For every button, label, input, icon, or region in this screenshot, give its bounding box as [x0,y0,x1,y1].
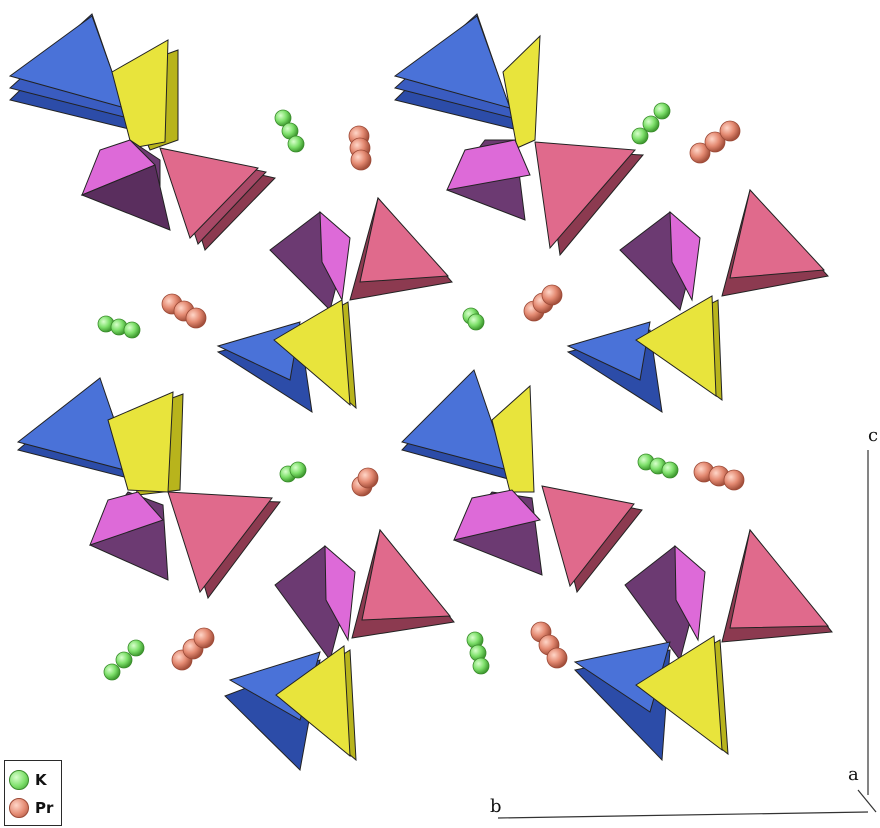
pr-atom [689,142,711,164]
k-atom-icon [9,770,29,790]
pr-atom [193,627,215,649]
pr-atom-icon [9,798,29,818]
pink-tetrahedron [541,485,635,588]
magenta-octahedron [453,489,541,541]
pr-atom [719,120,741,142]
magenta-octahedron [674,544,706,642]
k-atom [103,663,121,681]
yellow-tetrahedron [502,34,541,149]
yellow-tetrahedron [111,39,169,149]
k-atom [127,639,145,657]
blue-tetrahedron [401,369,509,471]
k-atom [287,135,305,153]
axis-a-label: a [848,764,859,785]
polyhedra-cluster-bottom-right [573,528,833,762]
polyhedra-cluster-mid-right [566,188,829,414]
k-atom [661,461,679,479]
legend-item-pr: Pr [9,795,53,821]
pr-atom [185,307,207,329]
k-atom [467,313,485,331]
magenta-octahedron [669,210,701,302]
polyhedra-cluster-top-right [393,13,645,257]
yellow-tetrahedron [635,295,717,397]
axis-a-line [857,789,877,813]
yellow-tetrahedron [275,645,351,758]
pr-atom [546,647,568,669]
legend-box: K Pr [4,760,62,826]
blue-tetrahedron [393,15,511,109]
k-atom [123,321,141,339]
legend-label-k: K [35,771,47,789]
pink-tetrahedron [167,491,273,594]
pink-tetrahedron [359,196,450,283]
pr-atom [541,284,563,306]
pr-atom [357,467,379,489]
yellow-tetrahedron [107,391,174,493]
pr-atom [704,131,726,153]
legend-label-pr: Pr [35,799,54,817]
pr-atoms [161,120,745,671]
k-atom [653,102,671,120]
blue-tetrahedron [566,321,651,381]
blue-tetrahedron [8,15,126,109]
magenta-octahedron [80,164,171,231]
pink-tetrahedron [729,188,826,279]
magenta-octahedron [324,544,356,642]
k-atom [115,651,133,669]
polyhedra-cluster-top-left [8,13,276,251]
k-atoms [97,102,679,681]
pink-tetrahedron [159,147,259,239]
magenta-octahedron [446,139,531,191]
k-atom [631,127,649,145]
k-atom [472,657,490,675]
yellow-tetrahedron [635,635,723,752]
polyhedra-cluster-lower-left [16,377,281,600]
yellow-tetrahedron [273,299,351,407]
polyhedra-cluster-lower-center [401,369,643,594]
polyhedra-cluster-mid-left [216,196,453,414]
pink-tetrahedron [534,141,637,250]
k-atom [274,109,292,127]
yellow-tetrahedron [491,384,535,493]
axis-b-line [497,811,869,819]
axes-indicator [497,450,877,819]
axis-b-label: b [490,796,502,817]
pr-atom [350,149,372,171]
pink-tetrahedron [729,528,830,629]
k-atom [642,115,660,133]
axis-c-label: c [868,425,879,446]
pr-atom [723,469,745,491]
pink-tetrahedron [361,528,452,621]
polyhedra-cluster-bottom-left [224,528,455,772]
legend-item-k: K [9,767,47,793]
k-atom [289,461,307,479]
magenta-octahedron [89,491,164,546]
